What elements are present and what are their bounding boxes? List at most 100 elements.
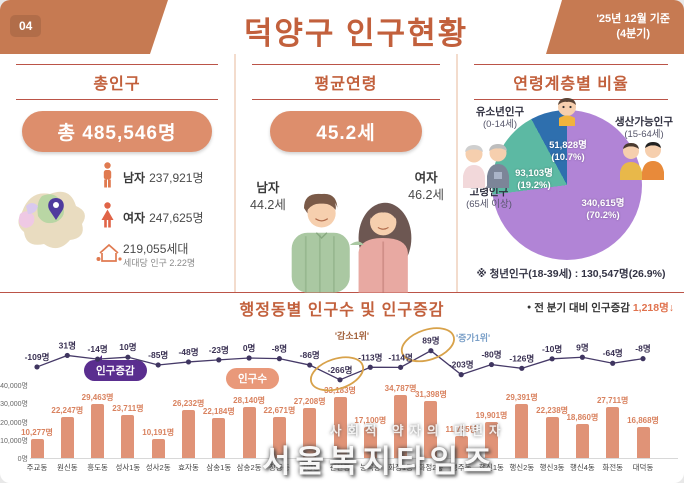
age-ratio-pie-chart: [492, 110, 642, 260]
line-value-label: -10명: [542, 344, 562, 354]
bar: [606, 407, 620, 458]
quarter-change-note: ● 전 분기 대비 인구증감 1,218명↓: [527, 300, 674, 315]
bar: [515, 404, 529, 458]
line-value-label: -113명: [358, 352, 382, 362]
working-range: (15-64세): [624, 129, 664, 141]
bar-value-label: 27,208명: [293, 397, 326, 407]
bar-value-label: 29,463명: [81, 393, 114, 403]
average-age-badge: 45.2세: [270, 111, 422, 152]
x-axis-label: 대덕동: [632, 463, 654, 472]
x-axis-label: 성사1동: [115, 463, 141, 472]
line-value-label: -80명: [481, 350, 501, 360]
working-count: 340,615명: [581, 198, 625, 209]
x-axis-label: 화정2동: [418, 463, 444, 472]
header-notch: [150, 0, 562, 54]
reference-date-line1: '25년 12월 기준: [596, 13, 670, 25]
elderly-count: 93,103명: [515, 168, 553, 179]
bar: [485, 421, 498, 458]
bar: [272, 416, 286, 458]
male-value: 237,921명: [149, 171, 204, 185]
x-axis-label: 주교동: [26, 463, 48, 472]
quarter-change-text: 전 분기 대비 인구증감: [531, 302, 633, 314]
working-outer-label: 생산가능인구 (15-64세): [604, 116, 684, 141]
x-axis-label: 흥도동: [87, 463, 108, 472]
average-age-panel: 평균연령 45.2세: [234, 54, 456, 293]
bar: [121, 414, 135, 458]
working-slice-value: 340,615명 (70.2%): [560, 198, 646, 223]
rank-highlight-circle: [310, 356, 364, 392]
bar-value-label: 22,247명: [51, 406, 84, 416]
house-icon: [96, 242, 122, 269]
x-axis-label: 행신1동: [479, 463, 504, 472]
bar-value-label: 16,868명: [627, 416, 659, 426]
bar-value-label: 33,183명: [324, 386, 356, 396]
x-axis-label: 화전동: [602, 463, 624, 472]
line-point: [307, 362, 313, 368]
watermark-slogan: 사회적 약자의 대변자: [330, 424, 507, 438]
household-average: 세대당 인구 2.22명: [123, 257, 196, 268]
elderly-range: (65세 이상): [466, 199, 512, 211]
bar: [30, 439, 44, 458]
bar: [333, 397, 347, 458]
bar: [424, 400, 438, 458]
male-label: 남자: [123, 171, 146, 185]
bar: [91, 404, 105, 458]
line-point: [276, 356, 282, 362]
female-value: 247,625명: [149, 211, 204, 225]
bar-value-label: 19,901명: [475, 410, 508, 420]
line-point: [488, 361, 495, 368]
line-value-label: 10명: [119, 342, 136, 352]
youth-slice-value: 51,828명 (10.7%): [530, 140, 606, 165]
total-population-panel: 총인구 총 485,546명: [0, 54, 234, 292]
line-point: [549, 356, 555, 362]
x-axis-line: [30, 458, 678, 459]
total-population-body: 남자 237,921명 여자 247,625명: [0, 158, 234, 278]
bar-value-label: 17,100명: [354, 415, 387, 425]
watermark-logo: 서울복지타임즈: [262, 444, 497, 479]
female-average-label: 여자: [414, 171, 438, 185]
x-axis-label: 삼송2동: [236, 463, 262, 472]
line-point: [125, 354, 131, 360]
line-point: [95, 356, 101, 362]
line-value-label: -114명: [388, 352, 412, 362]
bar: [60, 417, 74, 458]
bar-value-label: 22,671명: [263, 405, 296, 415]
male-icon: [96, 162, 118, 193]
y-axis-tick: 40,000명: [0, 383, 28, 390]
bar-value-label: 28,140명: [233, 395, 266, 405]
population-change-line: -109명 31명 -14명 10명 -85명 -48명 -23명 0명 -8명 -86명 -266…: [25, 327, 651, 392]
line-point: [34, 364, 40, 370]
line-point: [398, 364, 404, 370]
rank-highlight-circle: [400, 327, 455, 363]
bar: [212, 417, 226, 458]
line-point: [458, 372, 464, 378]
legend-population-change: 인구증감: [84, 355, 147, 381]
reference-date: '25년 12월 기준 (4분기): [596, 12, 670, 43]
household-row: 219,055세대 세대당 인구 2.22명: [96, 242, 226, 269]
bar: [363, 426, 377, 458]
x-axis-label: 행신2동: [509, 463, 535, 472]
section-divider: [0, 292, 684, 293]
y-axis-tick: 30,000명: [0, 401, 28, 409]
x-axis-label: 원신동: [56, 463, 78, 472]
line-point: [640, 356, 646, 362]
line-value-label: 0명: [243, 343, 256, 353]
line-value-label: -8명: [635, 344, 650, 354]
x-axis-label: 화정1동: [388, 463, 414, 472]
line-value-label: -48명: [178, 347, 198, 357]
x-axis-label: 창릉동: [269, 463, 290, 472]
rank-annotation: '증가1위': [456, 332, 490, 343]
bar-value-label: 18,860명: [566, 412, 599, 422]
line-point: [579, 354, 586, 360]
bar-value-label: 22,238명: [536, 406, 569, 416]
bar-value-label: 23,711명: [112, 403, 144, 413]
total-population-rows: 남자 237,921명 여자 247,625명: [94, 162, 226, 278]
youth-label: 유소년인구: [475, 106, 525, 118]
elderly-slice-value: 93,103명 (19.2%): [496, 168, 572, 193]
line-value-label: 9명: [576, 342, 589, 352]
female-label: 여자: [123, 211, 146, 225]
working-age-icon: [616, 140, 668, 185]
elderly-percent: (19.2%): [517, 180, 551, 192]
line-point: [155, 362, 161, 368]
